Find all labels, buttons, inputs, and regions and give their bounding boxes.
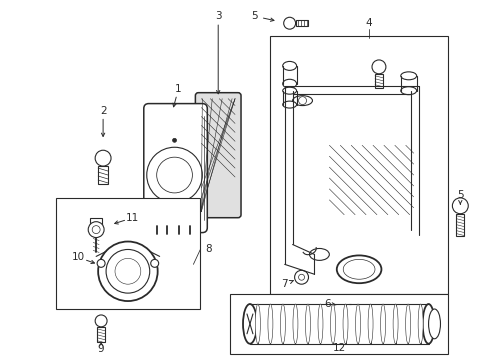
Circle shape bbox=[298, 96, 306, 105]
Circle shape bbox=[298, 274, 304, 280]
Ellipse shape bbox=[400, 72, 416, 80]
Text: 9: 9 bbox=[98, 344, 104, 354]
Ellipse shape bbox=[343, 304, 347, 344]
Bar bbox=[269, 36, 447, 294]
Bar bbox=[90, 218, 102, 226]
Ellipse shape bbox=[267, 304, 272, 344]
FancyBboxPatch shape bbox=[195, 93, 241, 218]
Circle shape bbox=[371, 60, 385, 74]
FancyBboxPatch shape bbox=[143, 104, 207, 233]
Text: 11: 11 bbox=[126, 213, 139, 223]
Ellipse shape bbox=[243, 304, 256, 344]
Text: 6: 6 bbox=[324, 299, 330, 309]
Text: 2: 2 bbox=[100, 105, 106, 116]
Ellipse shape bbox=[336, 255, 381, 283]
Ellipse shape bbox=[282, 101, 296, 108]
Ellipse shape bbox=[400, 87, 416, 95]
Ellipse shape bbox=[282, 79, 296, 88]
Text: 10: 10 bbox=[72, 252, 85, 262]
Circle shape bbox=[104, 257, 138, 291]
Ellipse shape bbox=[349, 298, 367, 310]
Text: 8: 8 bbox=[204, 244, 211, 255]
Ellipse shape bbox=[282, 87, 296, 94]
Text: 7: 7 bbox=[281, 279, 287, 289]
Ellipse shape bbox=[417, 304, 422, 344]
Text: 12: 12 bbox=[332, 343, 345, 353]
Ellipse shape bbox=[309, 248, 328, 260]
Circle shape bbox=[172, 208, 176, 212]
Ellipse shape bbox=[367, 304, 372, 344]
Ellipse shape bbox=[330, 304, 335, 344]
Ellipse shape bbox=[422, 304, 434, 344]
Circle shape bbox=[294, 270, 308, 284]
Circle shape bbox=[92, 226, 100, 234]
Text: 1: 1 bbox=[175, 84, 182, 94]
Circle shape bbox=[172, 138, 176, 142]
Circle shape bbox=[118, 249, 123, 255]
Circle shape bbox=[283, 17, 295, 29]
Circle shape bbox=[137, 282, 142, 288]
Circle shape bbox=[98, 242, 157, 301]
Ellipse shape bbox=[405, 304, 410, 344]
Bar bbox=[374, 74, 382, 88]
Circle shape bbox=[115, 258, 141, 284]
Ellipse shape bbox=[255, 304, 260, 344]
Bar bbox=[295, 20, 307, 26]
Ellipse shape bbox=[317, 304, 322, 344]
Text: 5: 5 bbox=[251, 11, 258, 21]
Ellipse shape bbox=[354, 301, 363, 307]
Ellipse shape bbox=[292, 96, 312, 105]
Ellipse shape bbox=[305, 304, 310, 344]
Bar bbox=[97, 327, 105, 342]
Circle shape bbox=[106, 249, 149, 293]
Text: 3: 3 bbox=[214, 11, 221, 21]
Bar bbox=[98, 166, 108, 184]
Ellipse shape bbox=[380, 304, 385, 344]
Ellipse shape bbox=[280, 304, 285, 344]
Circle shape bbox=[156, 157, 192, 193]
Circle shape bbox=[97, 260, 105, 267]
Text: 4: 4 bbox=[365, 18, 371, 28]
Ellipse shape bbox=[282, 62, 296, 70]
Ellipse shape bbox=[292, 304, 297, 344]
Ellipse shape bbox=[355, 304, 360, 344]
Bar bbox=[56, 198, 200, 309]
Circle shape bbox=[95, 150, 111, 166]
Bar bbox=[230, 294, 447, 354]
Circle shape bbox=[96, 249, 145, 299]
Text: 5: 5 bbox=[456, 190, 463, 200]
Ellipse shape bbox=[427, 309, 440, 339]
Ellipse shape bbox=[343, 260, 374, 279]
Circle shape bbox=[88, 222, 104, 238]
Bar bbox=[455, 214, 463, 235]
Circle shape bbox=[146, 147, 202, 203]
Ellipse shape bbox=[392, 304, 397, 344]
Circle shape bbox=[96, 276, 102, 282]
Circle shape bbox=[150, 260, 158, 267]
Circle shape bbox=[95, 315, 107, 327]
Circle shape bbox=[99, 282, 105, 288]
Circle shape bbox=[451, 198, 468, 214]
